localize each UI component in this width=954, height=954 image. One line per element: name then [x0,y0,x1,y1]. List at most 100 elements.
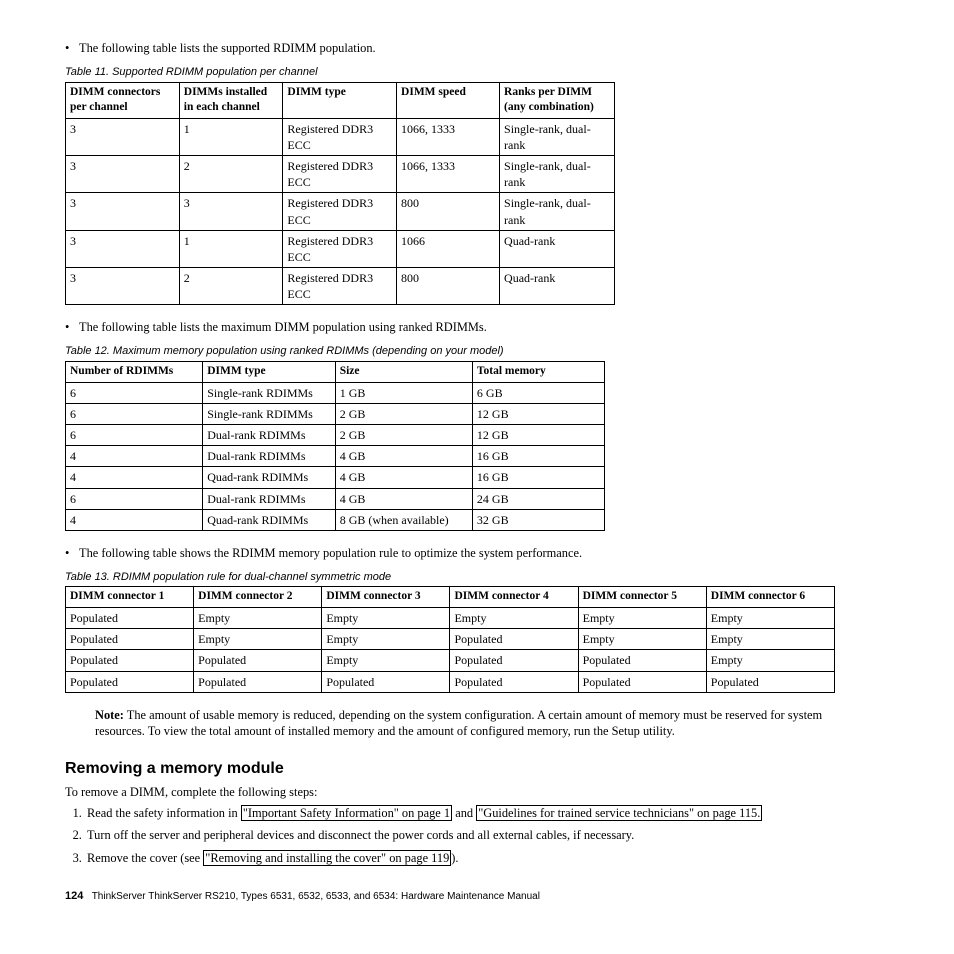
table-cell: 1066, 1333 [397,155,500,192]
table-cell: Empty [706,650,834,671]
table-cell: 3 [66,193,180,230]
table-cell: 1066, 1333 [397,118,500,155]
step-3: Remove the cover (see "Removing and inst… [85,850,889,867]
table-row: 4Quad-rank RDIMMs4 GB16 GB [66,467,605,488]
table-row: 6Dual-rank RDIMMs4 GB24 GB [66,488,605,509]
table-cell: 6 [66,382,203,403]
table-cell: 3 [66,230,180,267]
table-header: DIMM connectors per channel [66,82,180,118]
table-cell: Quad-rank RDIMMs [203,467,336,488]
table-cell: Registered DDR3 ECC [283,268,397,305]
table-cell: Dual-rank RDIMMs [203,488,336,509]
table-header: Total memory [472,362,604,383]
table-row: 4Dual-rank RDIMMs4 GB16 GB [66,446,605,467]
table-row: PopulatedPopulatedEmptyPopulatedPopulate… [66,650,835,671]
table-cell: 3 [66,118,180,155]
step1-pre: Read the safety information in [87,806,241,820]
table-cell: Registered DDR3 ECC [283,118,397,155]
table-cell: 800 [397,193,500,230]
table-11-caption: Table 11. Supported RDIMM population per… [65,65,889,80]
table-cell: Populated [578,671,706,692]
table-row: 31Registered DDR3 ECC1066Quad-rank [66,230,615,267]
table-header: DIMMs installed in each channel [179,82,283,118]
table-cell: 2 [179,155,283,192]
table-cell: Populated [450,650,578,671]
table-cell: 4 [66,446,203,467]
note-label: Note: [95,708,124,722]
table-row: 31Registered DDR3 ECC1066, 1333Single-ra… [66,118,615,155]
footer-text: ThinkServer ThinkServer RS210, Types 653… [92,891,540,902]
table-cell: 1066 [397,230,500,267]
table-header: DIMM connector 1 [66,587,194,608]
table-cell: 6 [66,403,203,424]
page-number: 124 [65,890,83,902]
table-cell: 12 GB [472,403,604,424]
table-header: DIMM connector 2 [194,587,322,608]
table-cell: Quad-rank RDIMMs [203,509,336,530]
table-cell: Single-rank RDIMMs [203,382,336,403]
table-cell: 4 GB [335,446,472,467]
table-cell: Dual-rank RDIMMs [203,446,336,467]
link-guidelines[interactable]: "Guidelines for trained service technici… [476,805,762,821]
table-cell: 4 [66,467,203,488]
table-cell: Empty [578,607,706,628]
step-2: Turn off the server and peripheral devic… [85,827,889,844]
table-row: PopulatedPopulatedPopulatedPopulatedPopu… [66,671,835,692]
step-1: Read the safety information in "Importan… [85,805,889,822]
table-cell: 4 [66,509,203,530]
table-cell: 24 GB [472,488,604,509]
table-cell: Populated [450,671,578,692]
table-header: Number of RDIMMs [66,362,203,383]
bullet-text-1: The following table lists the supported … [79,40,376,57]
table-cell: 800 [397,268,500,305]
table-cell: Empty [706,607,834,628]
table-cell: Populated [322,671,450,692]
table-header: DIMM connector 6 [706,587,834,608]
table-row: 4Quad-rank RDIMMs8 GB (when available)32… [66,509,605,530]
table-cell: 2 GB [335,424,472,445]
table-cell: 3 [66,155,180,192]
table-cell: Quad-rank [500,230,615,267]
table-cell: Single-rank, dual-rank [500,193,615,230]
step1-mid: and [452,806,476,820]
table-row: PopulatedEmptyEmptyPopulatedEmptyEmpty [66,629,835,650]
table-cell: Quad-rank [500,268,615,305]
table-cell: Dual-rank RDIMMs [203,424,336,445]
table-header: DIMM type [283,82,397,118]
table-row: 32Registered DDR3 ECC800Quad-rank [66,268,615,305]
step3-pre: Remove the cover (see [87,851,203,865]
intro-line: To remove a DIMM, complete the following… [65,784,889,801]
table-cell: 16 GB [472,467,604,488]
table-cell: Registered DDR3 ECC [283,193,397,230]
step3-post: ). [451,851,458,865]
table-cell: 16 GB [472,446,604,467]
table-header: DIMM speed [397,82,500,118]
table-cell: Populated [66,650,194,671]
table-cell: Empty [322,629,450,650]
table-row: 6Dual-rank RDIMMs2 GB12 GB [66,424,605,445]
table-cell: 6 GB [472,382,604,403]
table-cell: Single-rank RDIMMs [203,403,336,424]
table-row: 6Single-rank RDIMMs1 GB6 GB [66,382,605,403]
table-cell: Empty [194,607,322,628]
table-cell: Populated [194,650,322,671]
table-cell: Single-rank, dual-rank [500,118,615,155]
table-cell: 6 [66,488,203,509]
bullet-item-1: • The following table lists the supporte… [65,40,889,57]
link-cover[interactable]: "Removing and installing the cover" on p… [203,850,451,866]
bullet-text-2: The following table lists the maximum DI… [79,319,487,336]
table-cell: Empty [322,650,450,671]
link-safety-info[interactable]: "Important Safety Information" on page 1 [241,805,452,821]
note-body: The amount of usable memory is reduced, … [95,708,822,739]
table-cell: Empty [578,629,706,650]
table-cell: Populated [66,671,194,692]
table-cell: 1 [179,230,283,267]
table-header: DIMM connector 5 [578,587,706,608]
table-header: Ranks per DIMM (any combination) [500,82,615,118]
table-row: PopulatedEmptyEmptyEmptyEmptyEmpty [66,607,835,628]
table-cell: 6 [66,424,203,445]
table-cell: 3 [179,193,283,230]
table-row: 33Registered DDR3 ECC800Single-rank, dua… [66,193,615,230]
table-header: DIMM connector 4 [450,587,578,608]
table-12: Number of RDIMMsDIMM typeSizeTotal memor… [65,361,605,531]
